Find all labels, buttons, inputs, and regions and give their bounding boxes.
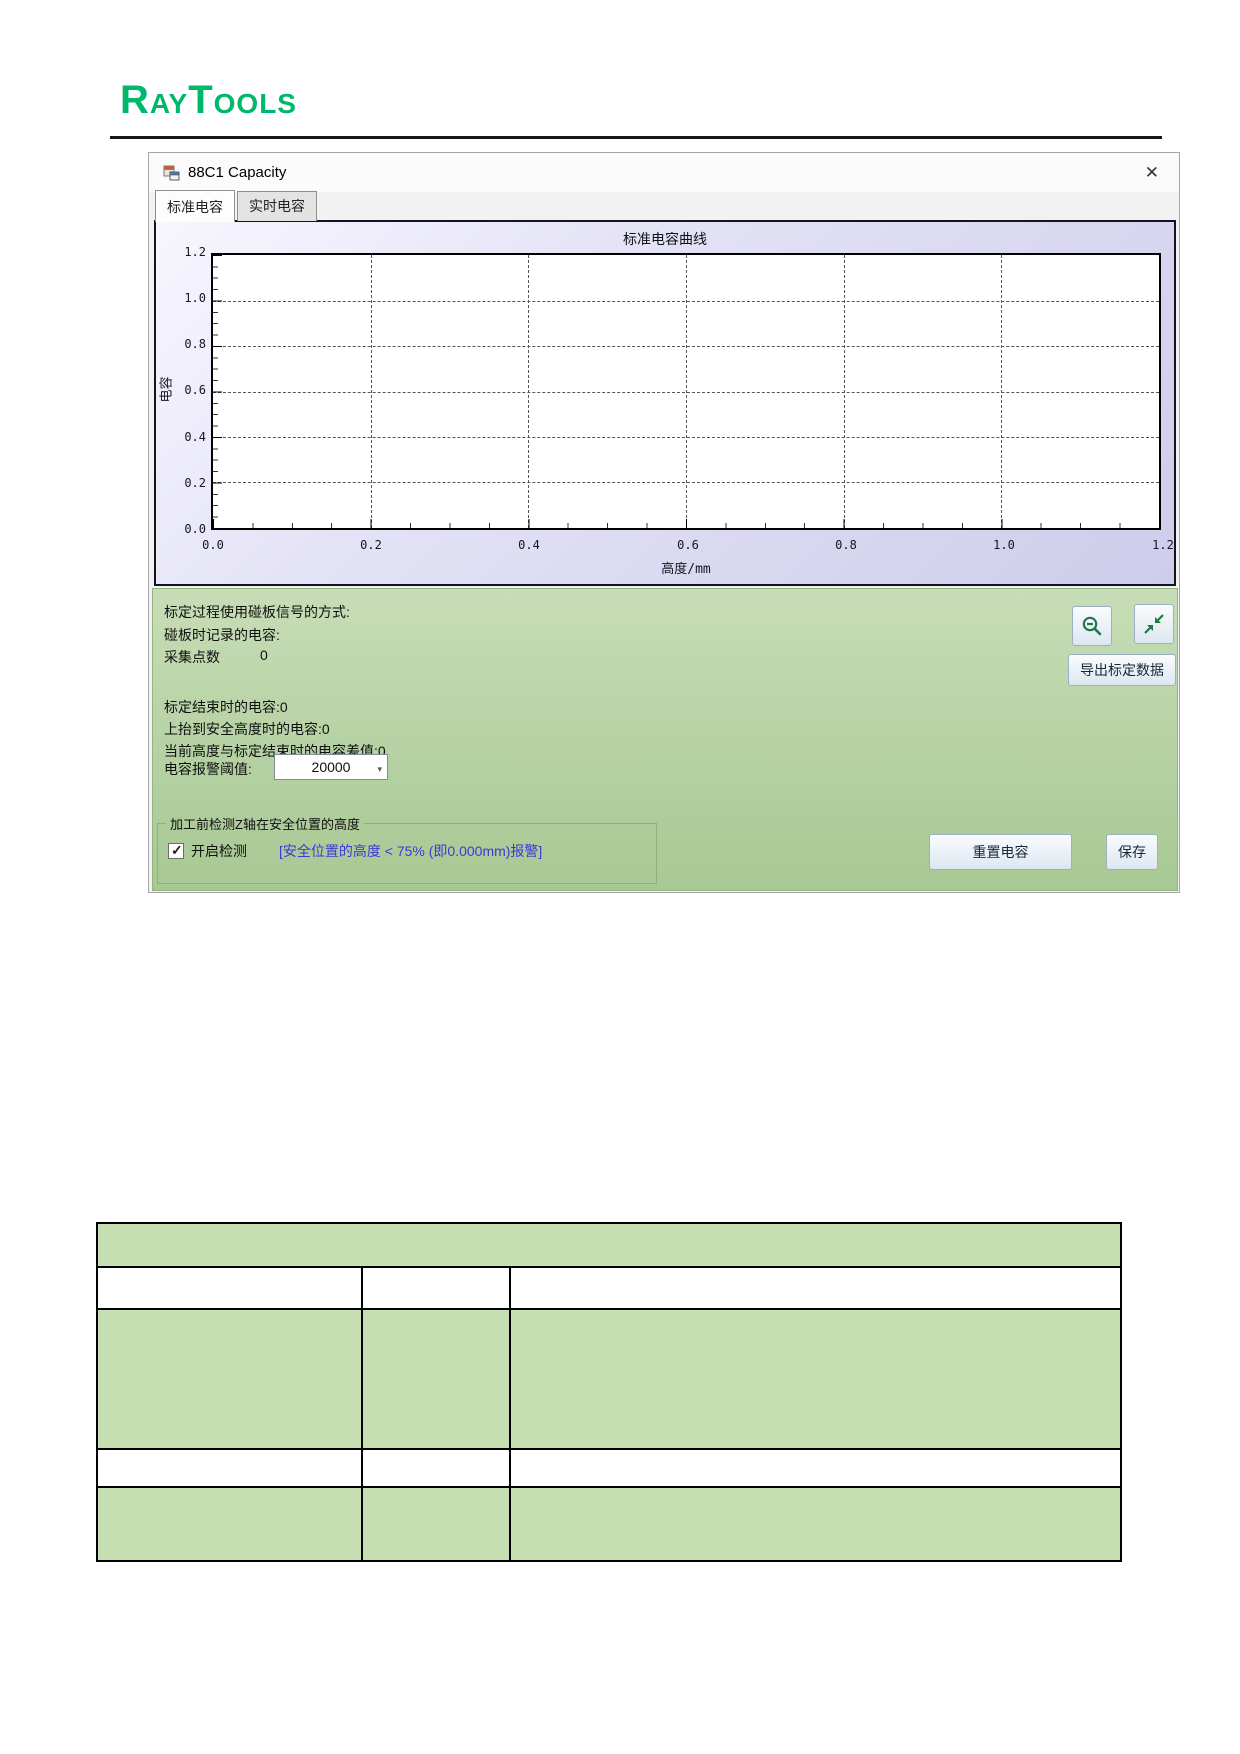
zoom-out-icon	[1082, 616, 1102, 636]
safe-cap-label: 上抬到安全高度时的电容:0	[164, 721, 330, 737]
table-cell	[96, 1486, 363, 1562]
x-tick-label: 1.0	[993, 538, 1015, 552]
table-cell	[361, 1486, 511, 1562]
chart-plot-area	[211, 253, 1161, 530]
record-cap-label: 碰板时记录的电容:	[164, 627, 280, 643]
zoom-out-button[interactable]	[1072, 606, 1112, 646]
x-tick-label: 0.0	[202, 538, 224, 552]
groupbox-title: 加工前检测Z轴在安全位置的高度	[170, 817, 360, 832]
collect-points-value: 0	[260, 647, 268, 663]
alarm-threshold-value: 20000	[311, 759, 351, 775]
table-cell	[361, 1266, 511, 1310]
table-cell	[361, 1448, 511, 1488]
table-header-cell	[96, 1222, 1122, 1268]
table-cell	[96, 1448, 363, 1488]
x-tick-label: 0.8	[835, 538, 857, 552]
table-row	[96, 1266, 1122, 1310]
capacitance-chart: 标准电容曲线 1.2 1.0 0.8 0.6 0.4	[154, 220, 1176, 586]
table-row	[96, 1308, 1122, 1450]
table-cell	[509, 1448, 1122, 1488]
window-title: 88C1 Capacity	[188, 164, 287, 181]
enable-detection-label: 开启检测	[191, 843, 247, 859]
safe-height-alarm-note: [安全位置的高度 < 75% (即0.000mm)报警]	[279, 843, 543, 859]
tab-standard-capacitance[interactable]: 标准电容	[155, 190, 235, 222]
save-button[interactable]: 保存	[1106, 834, 1158, 870]
table-cell	[509, 1266, 1122, 1310]
chevron-down-icon: ▾	[377, 764, 382, 774]
x-axis-major-ticks	[213, 519, 1159, 528]
raytools-logo: RayTools	[120, 78, 297, 122]
x-axis-label: 高度/mm	[661, 562, 711, 577]
header-divider	[110, 136, 1162, 139]
app-icon	[163, 165, 180, 181]
tab-realtime-capacitance[interactable]: 实时电容	[237, 191, 317, 221]
y-axis-label: 电容	[158, 376, 174, 403]
reset-capacitance-button[interactable]: 重置电容	[929, 834, 1072, 870]
gridline	[213, 482, 1159, 484]
capacity-window: 88C1 Capacity ✕ 标准电容 实时电容 标准电容曲线	[148, 152, 1180, 893]
y-axis-major-ticks	[213, 255, 222, 528]
bottom-table	[96, 1222, 1122, 1562]
table-cell	[96, 1308, 363, 1450]
table-cell	[509, 1308, 1122, 1450]
y-tick-label: 0.2	[184, 476, 206, 490]
table-cell	[509, 1486, 1122, 1562]
tab-strip: 标准电容 实时电容	[155, 190, 319, 222]
y-tick-label: 1.2	[184, 245, 206, 259]
table-cell	[96, 1266, 363, 1310]
threshold-label: 电容报警阈值:	[164, 761, 252, 777]
window-titlebar: 88C1 Capacity ✕	[149, 153, 1179, 192]
collapse-arrows-icon	[1144, 614, 1164, 634]
gridline	[213, 300, 1159, 302]
calibration-panel: 标定过程使用碰板信号的方式: 碰板时记录的电容: 采集点数 0 标定结束时的电容…	[152, 588, 1178, 891]
y-tick-label: 0.8	[184, 337, 206, 351]
x-tick-label: 1.2	[1152, 538, 1174, 552]
y-tick-label: 0.6	[184, 383, 206, 397]
gridline	[213, 345, 1159, 347]
x-tick-label: 0.4	[518, 538, 540, 552]
alarm-threshold-dropdown[interactable]: 20000 ▾	[274, 754, 388, 780]
table-cell	[361, 1308, 511, 1450]
end-cap-label: 标定结束时的电容:0	[164, 699, 288, 715]
y-tick-label: 1.0	[184, 291, 206, 305]
x-tick-label: 0.2	[360, 538, 382, 552]
export-calibration-button[interactable]: 导出标定数据	[1068, 654, 1176, 686]
chart-title: 标准电容曲线	[623, 231, 707, 247]
table-row	[96, 1486, 1122, 1562]
table-row	[96, 1222, 1122, 1268]
z-axis-check-groupbox: 加工前检测Z轴在安全位置的高度 开启检测 [安全位置的高度 < 75% (即0.…	[157, 814, 657, 884]
collect-points-label: 采集点数	[164, 649, 220, 665]
collapse-button[interactable]	[1134, 604, 1174, 644]
x-tick-label: 0.6	[677, 538, 699, 552]
gridline	[213, 437, 1159, 438]
signal-mode-label: 标定过程使用碰板信号的方式:	[164, 604, 350, 620]
detection-row: 开启检测 [安全位置的高度 < 75% (即0.000mm)报警]	[168, 841, 656, 861]
table-row	[96, 1448, 1122, 1488]
enable-detection-checkbox[interactable]	[168, 842, 184, 859]
close-button[interactable]: ✕	[1144, 162, 1159, 182]
y-tick-label: 0.4	[184, 430, 206, 444]
y-tick-label: 0.0	[184, 522, 206, 536]
gridline	[213, 391, 1159, 393]
